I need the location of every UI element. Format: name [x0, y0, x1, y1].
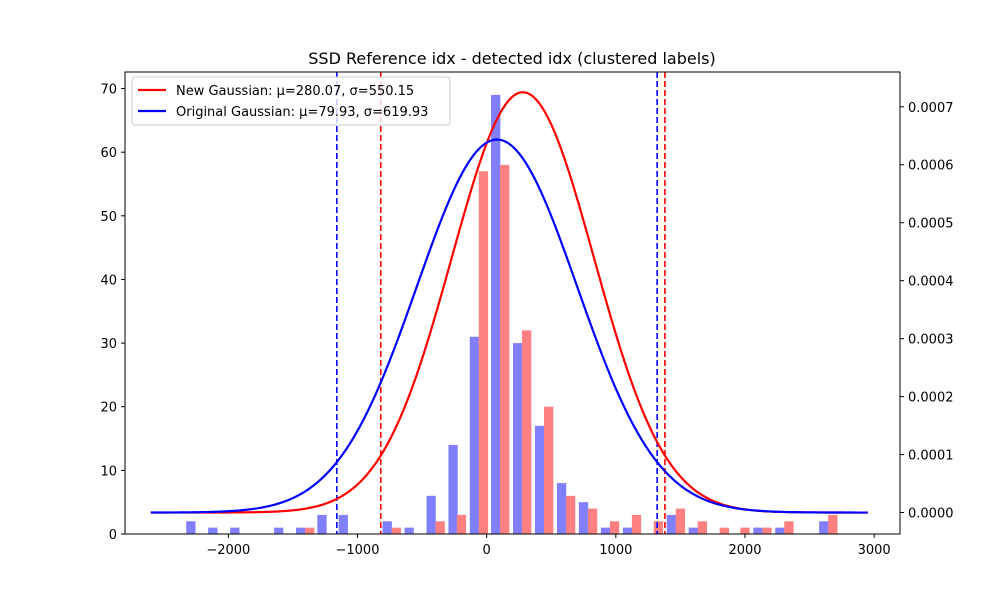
bar-blue: [513, 343, 523, 534]
y2-tick-label: 0.0001: [908, 449, 954, 464]
x-tick-label: 2000: [728, 543, 761, 558]
bar-red: [740, 527, 750, 534]
y2-tick-label: 0.0000: [908, 507, 954, 522]
bar-blue: [666, 514, 677, 534]
y2-tick-label: 0.0003: [908, 333, 954, 348]
bar-red: [609, 521, 620, 534]
bar-red: [478, 171, 489, 535]
bar-red: [784, 521, 794, 534]
bar-blue: [296, 527, 306, 534]
bar-blue: [622, 527, 633, 534]
bar-red: [544, 406, 554, 534]
legend-label-original-gaussian: Original Gaussian: μ=79.93, σ=619.93: [176, 105, 428, 120]
bar-red: [587, 508, 598, 534]
y-tick-label: 0: [109, 528, 117, 543]
bar-blue: [534, 425, 545, 534]
bar-blue: [426, 495, 436, 534]
bars-layer: [186, 94, 838, 535]
x-axis: −2000 −1000 0 1000 2000 3000: [206, 534, 891, 558]
bar-red: [675, 508, 686, 534]
bar-blue: [186, 521, 196, 534]
bar-red: [762, 527, 772, 534]
y2-tick-label: 0.0004: [908, 275, 954, 290]
bar-blue: [230, 527, 240, 534]
legend-box: [131, 76, 451, 126]
y2-tick-label: 0.0007: [908, 101, 954, 116]
x-tick-label: 1000: [599, 543, 632, 558]
bar-blue: [578, 502, 589, 534]
legend: New Gaussian: μ=280.07, σ=550.15 Origina…: [131, 76, 451, 126]
bar-blue: [819, 521, 829, 534]
bar-red: [719, 527, 729, 534]
bar-red: [828, 514, 838, 534]
y-axis-right: 0.0000 0.0001 0.0002 0.0003 0.0004 0.0005 0.00…: [900, 101, 954, 522]
bar-blue: [775, 527, 785, 534]
y2-tick-label: 0.0002: [908, 391, 954, 406]
bar-red: [631, 514, 642, 534]
y-tick-label: 10: [100, 464, 117, 479]
axes-frame: [124, 71, 901, 535]
y-tick-label: 60: [100, 146, 117, 161]
bar-red: [456, 514, 467, 534]
bar-blue: [600, 527, 611, 534]
bar-red: [565, 495, 576, 534]
bar-blue: [274, 527, 284, 534]
bar-blue: [448, 444, 458, 534]
bar-blue: [208, 527, 218, 534]
bar-blue: [404, 527, 414, 534]
bar-red: [697, 521, 708, 534]
bar-blue: [688, 527, 698, 534]
y2-tick-label: 0.0005: [908, 217, 954, 232]
x-tick-label: −1000: [336, 543, 380, 558]
x-tick-label: 0: [483, 543, 491, 558]
x-tick-label: 3000: [858, 543, 891, 558]
bar-blue: [382, 521, 392, 534]
gaussian-curves-layer: [150, 91, 868, 514]
y-tick-label: 40: [100, 273, 117, 288]
bar-blue: [491, 94, 501, 534]
bar-blue: [753, 527, 763, 534]
bar-red: [522, 330, 532, 534]
bar-red: [500, 164, 510, 534]
bar-blue: [469, 336, 480, 534]
bar-red: [305, 527, 315, 534]
bar-blue: [317, 514, 327, 534]
legend-label-new-gaussian: New Gaussian: μ=280.07, σ=550.15: [176, 84, 414, 99]
bar-blue: [338, 514, 348, 534]
y-tick-label: 50: [100, 210, 117, 225]
y-tick-label: 20: [100, 401, 117, 416]
bar-blue: [556, 483, 567, 534]
y2-tick-label: 0.0006: [908, 159, 954, 174]
chart-title: SSD Reference idx - detected idx (cluste…: [308, 49, 715, 68]
bar-red: [435, 521, 445, 534]
bar-red: [391, 527, 401, 534]
y-tick-label: 30: [100, 337, 117, 352]
vlines-layer: [336, 72, 666, 534]
y-tick-label: 70: [100, 83, 117, 98]
x-tick-label: −2000: [206, 543, 250, 558]
y-axis-left: 0 10 20 30 40 50 60 70: [100, 83, 125, 543]
bar-red: [653, 521, 664, 534]
original-gaussian-curve: [150, 138, 868, 514]
